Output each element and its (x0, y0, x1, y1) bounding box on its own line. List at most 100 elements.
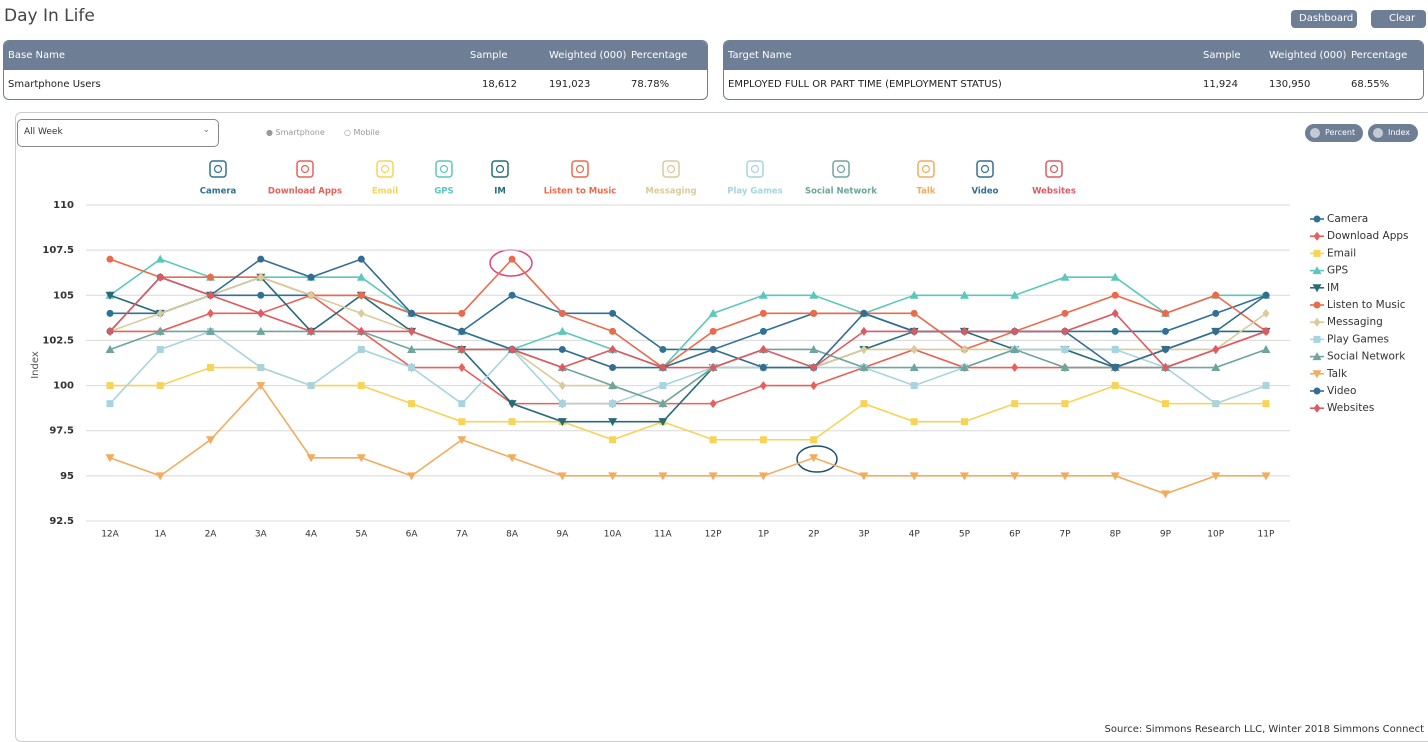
point (609, 344, 617, 354)
category-icon[interactable]: Video (971, 160, 999, 197)
category-icon[interactable]: Play Games (727, 160, 783, 197)
point (1262, 382, 1270, 390)
clear-all-button[interactable]: Clear All (1371, 10, 1426, 42)
icon-glyph (213, 164, 223, 174)
radio-label: Mobile (353, 128, 380, 137)
point (558, 400, 566, 408)
icon-label: Play Games (727, 187, 783, 197)
y-tick-label: 105 (53, 290, 74, 301)
point (1261, 344, 1271, 353)
category-icon[interactable]: Camera (200, 160, 237, 197)
point (909, 363, 919, 372)
icon-glyph (376, 160, 394, 178)
point (1212, 309, 1220, 317)
dropdown-text: All Week (24, 127, 63, 137)
point (759, 344, 767, 354)
week-dropdown[interactable]: All Week ⌄ (17, 119, 219, 147)
point (106, 326, 114, 336)
series-line (109, 276, 1266, 423)
header-cell: Sample (470, 50, 508, 61)
x-tick-label: 4A (305, 530, 318, 540)
icon-label: Download Apps (268, 187, 342, 197)
point (557, 326, 567, 335)
point (609, 309, 617, 317)
point (1313, 335, 1321, 343)
point (910, 309, 918, 317)
category-icon[interactable]: Download Apps (268, 160, 342, 197)
icon-glyph (1045, 160, 1063, 178)
category-icon[interactable]: Email (372, 160, 398, 197)
point (357, 308, 365, 318)
point (257, 272, 265, 282)
series-line (109, 276, 1267, 369)
icon-glyph (976, 160, 994, 178)
point (1261, 472, 1271, 481)
x-tick-label: 10A (604, 530, 622, 540)
radio-mobile[interactable]: ○ Mobile (344, 128, 380, 137)
icon-glyph (1049, 164, 1059, 174)
icon-glyph (746, 160, 764, 178)
category-icon[interactable]: GPS (434, 160, 454, 197)
point (357, 291, 365, 299)
point (1211, 472, 1221, 481)
point (910, 382, 918, 390)
target-table: Target Name Sample Weighted (000) Percen… (723, 40, 1424, 100)
icon-glyph (917, 160, 935, 178)
point (155, 472, 165, 481)
percent-toggle[interactable]: Percent (1305, 124, 1364, 142)
point (357, 345, 365, 353)
icon-glyph (832, 160, 850, 178)
point (910, 326, 918, 336)
x-tick-label: 3A (255, 530, 268, 540)
dashboard-button[interactable]: Dashboard (1291, 10, 1357, 28)
point (860, 309, 868, 317)
point (508, 291, 516, 299)
point (909, 472, 919, 481)
point (709, 327, 717, 335)
point (1011, 363, 1019, 373)
point (658, 418, 668, 427)
category-icon[interactable]: Social Network (805, 160, 877, 197)
icon-label: Listen to Music (544, 187, 617, 197)
point (1212, 344, 1220, 354)
index-toggle[interactable]: Index (1368, 124, 1419, 142)
x-tick-label: 2A (205, 530, 218, 540)
point (558, 363, 566, 373)
category-icon[interactable]: Listen to Music (544, 160, 617, 197)
icon-glyph (980, 164, 990, 174)
point (257, 291, 265, 299)
point (1313, 249, 1321, 257)
point (408, 364, 416, 372)
header-cell: Base Name (8, 50, 66, 61)
point (1010, 290, 1020, 299)
y-tick-label: 97.5 (49, 426, 74, 437)
icon-label: Video (971, 187, 998, 197)
category-icon[interactable]: Talk (916, 160, 936, 197)
cell: Smartphone Users (8, 79, 101, 90)
category-icon[interactable]: Messaging (645, 160, 697, 197)
x-tick-label: 7P (1059, 530, 1071, 540)
point (810, 363, 818, 373)
point (810, 436, 818, 444)
point (810, 381, 818, 391)
point (207, 364, 215, 372)
category-icon[interactable]: IM (491, 160, 509, 197)
point (659, 345, 667, 353)
point (156, 308, 164, 318)
category-icon[interactable]: Websites (1032, 160, 1076, 197)
chevron: ⌄ (202, 125, 210, 135)
point (106, 382, 114, 390)
series-line (109, 330, 1267, 405)
header-cell: Weighted (000) (549, 50, 627, 61)
icon-glyph (836, 164, 846, 174)
point (557, 472, 567, 481)
icon-label: Social Network (805, 187, 877, 197)
point (659, 363, 667, 373)
header-cell: Target Name (728, 50, 792, 61)
radio-smartphone[interactable]: ● Smartphone (266, 128, 325, 137)
point (1060, 272, 1070, 281)
point (608, 381, 618, 390)
x-tick-label: 11P (1258, 530, 1275, 540)
point (1313, 215, 1321, 223)
